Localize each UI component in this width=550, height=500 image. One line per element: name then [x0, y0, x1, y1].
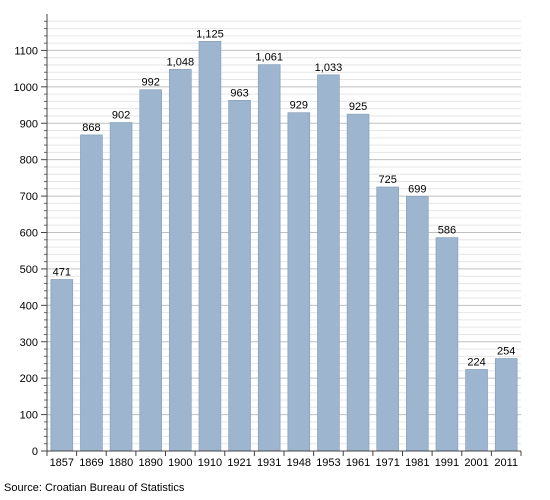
bar-1890: [139, 89, 162, 452]
data-label-1948: 929: [290, 100, 308, 112]
bar-1869: [80, 134, 103, 452]
x-tick-label-1953: 1953: [316, 457, 340, 469]
bar-2011: [494, 358, 518, 452]
y-tick-label: 0: [32, 446, 38, 458]
bar-1921: [228, 100, 251, 452]
bar-1971: [376, 186, 399, 452]
data-label-2011: 254: [497, 346, 515, 358]
data-label-1857: 471: [53, 266, 71, 278]
bar-1948: [287, 112, 311, 452]
x-tick-label-1890: 1890: [138, 457, 162, 469]
y-tick-label: 600: [20, 228, 38, 240]
x-tick-label-1971: 1971: [375, 457, 399, 469]
x-tick-label-1880: 1880: [109, 457, 133, 469]
y-tick-label: 1000: [14, 82, 38, 94]
data-label-1890: 992: [142, 77, 160, 89]
y-tick-label: 500: [20, 264, 38, 276]
bar-1953: [317, 74, 340, 452]
bar-1931: [257, 64, 281, 452]
x-tick-label-1991: 1991: [435, 457, 459, 469]
data-label-1880: 902: [112, 110, 130, 122]
x-tick-label-1931: 1931: [257, 457, 281, 469]
population-bar-chart: 0 100 200 300 400 500 600 700 800 900 1000 1100 471 1…: [14, 14, 522, 469]
data-label-2001: 224: [467, 356, 485, 368]
data-label-1910: 1,125: [196, 28, 224, 40]
data-label-1961: 925: [349, 101, 367, 113]
data-label-1931: 1,061: [255, 52, 283, 64]
x-tick-label-2011: 2011: [494, 457, 518, 469]
bar-1880: [109, 122, 133, 452]
y-tick-label: 100: [20, 410, 38, 422]
bar-1900: [169, 69, 192, 452]
x-tick-label-1981: 1981: [405, 457, 429, 469]
bar-1910: [198, 41, 222, 452]
x-tick-label-1910: 1910: [198, 457, 222, 469]
bar-1961: [346, 113, 370, 452]
x-tick-label-1921: 1921: [227, 457, 251, 469]
data-label-1991: 586: [438, 225, 456, 237]
y-tick-label: 300: [20, 337, 38, 349]
bar-1991: [435, 237, 459, 452]
bar-1857: [50, 279, 74, 452]
data-label-1953: 1,033: [315, 62, 343, 74]
bar-1981: [406, 196, 429, 452]
x-tick-label-1900: 1900: [168, 457, 192, 469]
data-label-1900: 1,048: [167, 56, 195, 68]
data-label-1921: 963: [230, 87, 248, 99]
x-tick-label-1948: 1948: [287, 457, 311, 469]
source-note: Source: Croatian Bureau of Statistics: [4, 482, 185, 494]
x-tick-label-1961: 1961: [346, 457, 370, 469]
y-tick-label: 800: [20, 155, 38, 167]
data-label-1981: 699: [408, 183, 426, 195]
x-tick-label-1857: 1857: [50, 457, 74, 469]
y-tick-label: 400: [20, 300, 38, 312]
x-tick-label-1869: 1869: [79, 457, 103, 469]
bar-2001: [465, 369, 488, 452]
y-tick-label: 900: [20, 118, 38, 130]
y-tick-label: 1100: [14, 45, 38, 57]
x-tick-label-2001: 2001: [464, 457, 488, 469]
y-tick-label: 700: [20, 191, 38, 203]
data-label-1869: 868: [82, 122, 100, 134]
data-label-1971: 725: [379, 174, 397, 186]
y-tick-label: 200: [20, 373, 38, 385]
